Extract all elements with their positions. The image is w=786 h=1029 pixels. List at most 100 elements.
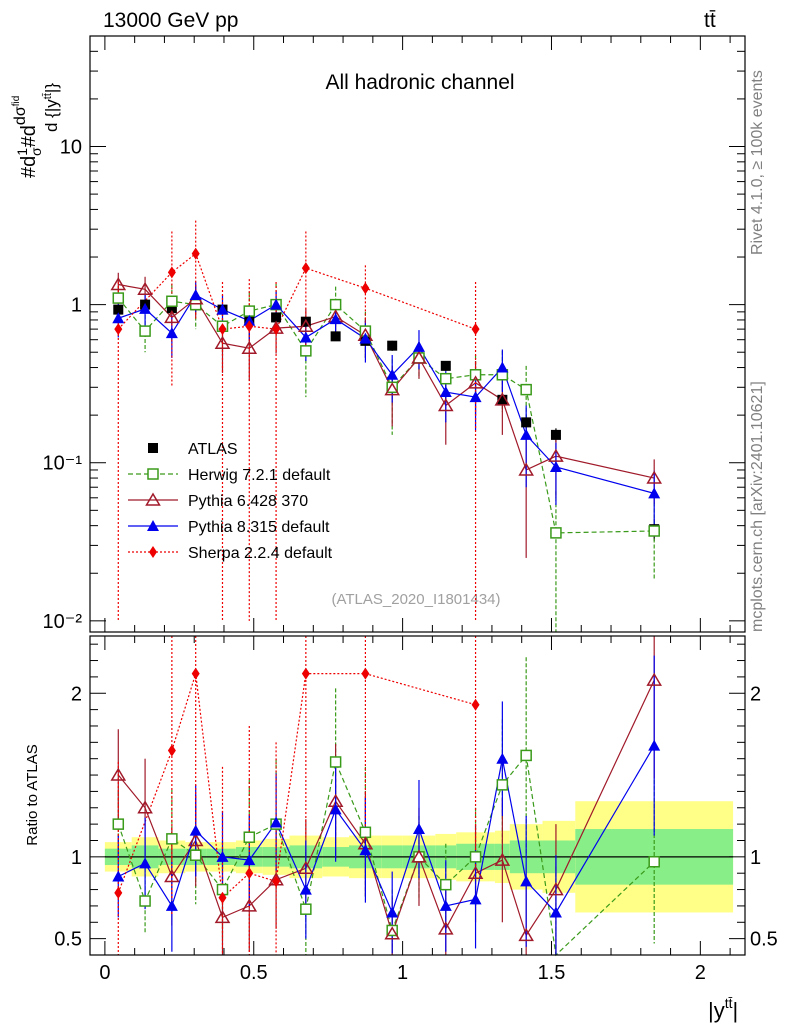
legend-marker: [147, 468, 159, 480]
chart-title: All hadronic channel: [325, 71, 514, 94]
ratio-data-point: [329, 756, 342, 768]
ratio-data-point: [166, 833, 178, 845]
ratio-data-point: [167, 744, 176, 757]
main-data-point: [387, 340, 398, 351]
main-y-label-denominator: d {|ytt̄|}: [42, 83, 61, 132]
ratio-data-point: [245, 867, 254, 880]
main-data-point: [549, 460, 562, 472]
main-data-point: [298, 318, 314, 332]
legend-marker: [148, 443, 158, 453]
main-data-point: [110, 277, 127, 291]
ratio-data-point: [189, 849, 202, 861]
ratio-data-point: [139, 857, 152, 869]
y-tick-label: 10⁻²: [43, 611, 83, 633]
x-tick-label: 0.5: [240, 962, 268, 984]
ratio-data-point: [437, 921, 454, 935]
ratio-data-point: [439, 899, 452, 911]
main-y-label-text: #d1σ#ddσfid: [11, 96, 44, 178]
main-data-point: [411, 350, 427, 364]
legend-label: Herwig 7.2.1 default: [188, 467, 331, 484]
main-data-point: [271, 312, 282, 323]
main-data-point: [648, 487, 661, 499]
main-data-point: [301, 262, 310, 275]
ratio-data-point: [386, 924, 398, 937]
ratio-data-point: [112, 818, 125, 830]
ratio-tick-label-left: 2: [71, 683, 82, 705]
main-data-point: [189, 298, 202, 311]
ratio-data-point: [548, 882, 564, 896]
main-data-point: [139, 302, 152, 314]
ratio-data-point: [386, 906, 399, 918]
ratio-data-point: [218, 891, 227, 904]
ratio-data-point: [549, 906, 562, 918]
main-data-point: [330, 331, 341, 342]
main-data-point: [245, 320, 254, 333]
main-data-point: [189, 289, 202, 301]
main-data-point: [216, 303, 229, 315]
main-data-point: [497, 394, 508, 405]
main-data-point: [521, 417, 532, 428]
ratio-data-point: [298, 860, 314, 875]
beam-label: 13000 GeV pp: [103, 9, 238, 32]
main-data-point: [166, 295, 178, 308]
main-data-point: [165, 327, 178, 339]
legend-marker: [149, 546, 157, 558]
ratio-data-point: [165, 899, 178, 911]
ratio-data-point: [496, 779, 509, 791]
main-data-point: [467, 375, 484, 389]
main-data-point: [520, 428, 533, 440]
ratio-data-point: [114, 886, 123, 899]
main-data-point: [300, 345, 312, 357]
main-data-point: [329, 298, 342, 311]
main-data-point: [214, 335, 231, 349]
ratio-data-point: [440, 878, 452, 891]
legend-label: Pythia 6.428 370: [188, 493, 308, 510]
ratio-data-point: [469, 893, 482, 905]
ratio-tick-label-right: 1: [750, 847, 761, 869]
x-tick-label: 2: [695, 962, 706, 984]
ratio-data-point: [214, 909, 231, 924]
x-tick-label: 1.5: [538, 962, 566, 984]
ratio-data-point: [467, 865, 484, 879]
main-data-point: [648, 525, 660, 537]
main-data-point: [440, 360, 451, 371]
main-series-line: [117, 252, 476, 330]
legend-label: Pythia 8.315 default: [188, 519, 330, 536]
ratio-data-point: [191, 667, 200, 680]
ratio-tick-label-right: 0.5: [750, 929, 778, 951]
main-data-point: [243, 305, 256, 317]
legend-label: Sherpa 2.2.4 default: [188, 545, 333, 562]
main-data-point: [359, 332, 372, 344]
ratio-data-point: [471, 698, 480, 711]
ratio-data-point: [496, 752, 509, 764]
ratio-data-point: [469, 851, 482, 863]
main-data-point: [112, 292, 125, 304]
ratio-series-line: [117, 673, 476, 899]
ratio-data-point: [272, 875, 281, 888]
main-data-point: [384, 382, 401, 396]
main-data-point: [469, 369, 482, 381]
ratio-data-point: [301, 667, 310, 680]
ratio-data-point: [384, 926, 401, 940]
ratio-data-point: [110, 767, 127, 781]
main-data-point: [114, 323, 123, 336]
main-data-point: [412, 340, 425, 352]
ratio-data-point: [187, 833, 204, 847]
legend-marker: [147, 520, 159, 531]
main-data-point: [191, 247, 200, 260]
x-tick-label: 1: [397, 962, 408, 984]
main-data-point: [241, 340, 258, 354]
y-tick-label: 10: [60, 137, 82, 159]
main-data-point: [167, 266, 176, 279]
side-label-bottom: mcplots.cern.ch [arXiv:2401.10621]: [749, 381, 766, 632]
ratio-data-point: [520, 875, 533, 887]
ratio-data-point: [299, 883, 312, 895]
ratio-data-point: [361, 667, 370, 680]
legend-marker: [145, 492, 161, 506]
main-data-point: [496, 361, 509, 373]
ratio-data-point: [518, 927, 534, 942]
x-tick-label: 0: [99, 962, 110, 984]
ratio-data-point: [164, 869, 180, 883]
ratio-data-point: [137, 800, 153, 814]
ratio-tick-label-left: 0.5: [54, 929, 82, 951]
